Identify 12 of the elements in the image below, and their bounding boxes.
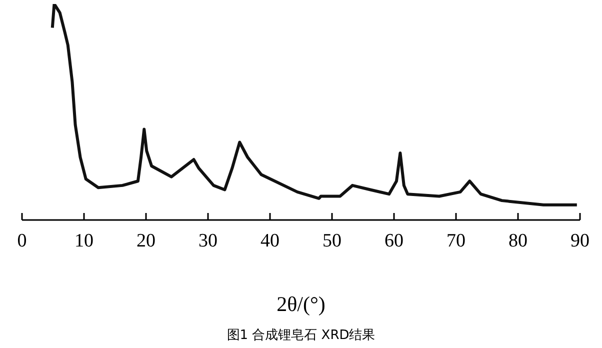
x-tick-label: 50 [322,230,342,252]
x-tick-label: 30 [198,230,218,252]
x-tick-label: 90 [570,230,590,252]
x-tick-label: 60 [384,230,404,252]
x-axis-title: 2θ/(°) [276,292,326,316]
x-tick-label: 20 [136,230,156,252]
x-tick-label: 0 [17,230,27,252]
x-tick-label: 40 [260,230,280,252]
x-tick-label: 10 [74,230,94,252]
caption: 图1 合成锂皂石 XRD结果 [226,327,376,344]
x-tick-label: 70 [446,230,466,252]
x-tick-label: 80 [508,230,528,252]
